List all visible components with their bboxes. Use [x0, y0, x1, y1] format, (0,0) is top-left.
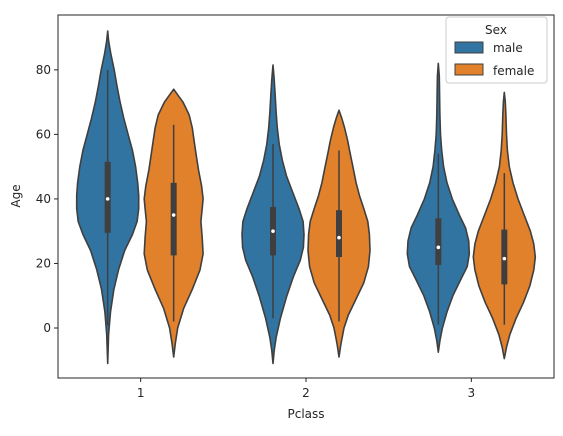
y-tick-label: 0: [43, 321, 51, 335]
legend-label-male: male: [493, 41, 523, 55]
violin-male-class-1: [75, 30, 140, 365]
legend-title: Sex: [485, 23, 507, 37]
iqr-box-female-1: [170, 182, 177, 256]
median-dot-male-1: [105, 197, 110, 201]
x-tick-label: 2: [302, 386, 310, 400]
violin-male-class-2: [241, 64, 305, 365]
legend: Sex male female: [445, 16, 548, 84]
violin-female-class-3: [472, 91, 537, 360]
iqr-box-male-3: [435, 218, 442, 266]
y-tick-label: 60: [36, 127, 51, 141]
x-tick-label: 1: [137, 386, 145, 400]
iqr-box-female-2: [336, 210, 342, 257]
violin-female-class-2: [307, 109, 371, 358]
median-dot-female-2: [337, 235, 341, 240]
median-dot-male-3: [436, 245, 441, 250]
y-tick-label: 80: [36, 63, 51, 77]
y-tick-label: 20: [36, 256, 51, 270]
y-tick-label: 40: [36, 192, 51, 206]
y-axis-label: Age: [9, 184, 23, 207]
median-dot-female-3: [502, 256, 507, 261]
violin-female-class-1: [143, 88, 204, 358]
violin-male-class-3: [406, 62, 471, 353]
legend-swatch-female: [454, 63, 484, 76]
median-dot-female-1: [171, 213, 176, 217]
legend-swatch-male: [454, 41, 484, 54]
legend-label-female: female: [493, 64, 534, 78]
y-axis-ticks: 0 20 40 60 80: [36, 63, 58, 335]
x-tick-label: 3: [468, 386, 476, 400]
x-axis-label: Pclass: [287, 407, 324, 421]
x-axis-ticks: 1 2 3: [137, 378, 475, 400]
median-dot-male-2: [271, 229, 275, 233]
violins-layer: [75, 30, 537, 365]
